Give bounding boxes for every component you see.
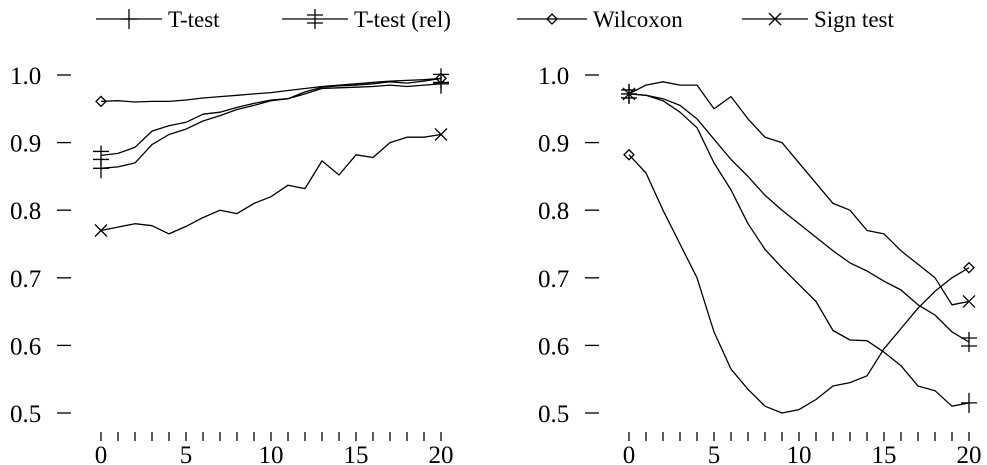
legend-label: Sign test [814,7,894,32]
x-tick-label: 15 [344,442,369,465]
series-line [628,93,970,407]
series-line [100,77,442,103]
series-wilcoxon [623,148,975,414]
y-tick-label: 1.0 [10,63,41,90]
legend-item-t-test-rel: T-test (rel) [282,7,451,32]
x-tick-label: 15 [872,442,897,465]
x-tick-label: 10 [787,442,812,465]
x-axis: 0 5 10 15 20 [623,432,982,465]
x-tick-label: 5 [180,442,193,465]
legend-item-sign-test: Sign test [742,7,894,32]
x-tick-label: 0 [623,442,636,465]
series-end-marker [962,295,976,308]
y-tick-label: 0.7 [538,266,569,293]
series-line [100,83,442,169]
right-plot: 0.5 0.6 0.7 0.8 0.9 1.0 0 5 10 15 20 [538,63,982,465]
series-start-marker [95,95,107,108]
legend-item-t-test: T-test [96,7,220,32]
legend-marker [768,12,782,26]
series-end-marker [961,392,977,413]
y-tick-label: 0.7 [10,266,41,293]
series-sign-test [622,81,976,308]
legend-marker [546,13,558,25]
series-line [628,154,970,414]
series-start-marker [94,224,108,237]
y-tick-label: 1.0 [538,63,569,90]
x-tick-label: 10 [259,442,284,465]
y-tick-label: 0.9 [538,131,569,158]
series-t-test [93,73,449,179]
legend-marker [121,9,137,29]
x-axis: 0 5 10 15 20 [95,432,454,465]
series-start-marker [623,148,635,161]
left-plot: 0.5 0.6 0.7 0.8 0.9 1.0 0 5 10 15 20 [10,63,454,465]
x-tick-label: 5 [708,442,721,465]
y-tick-label: 0.9 [10,131,41,158]
series-line [100,133,442,235]
legend-item-wilcoxon: Wilcoxon [517,7,683,32]
series-line [628,81,970,306]
y-tick-label: 0.8 [538,198,569,225]
legend-marker [307,9,323,29]
y-tick-label: 0.8 [10,198,41,225]
x-tick-label: 20 [957,442,982,465]
series-wilcoxon [95,72,447,108]
legend-label: T-test (rel) [354,7,451,32]
series-t-test-rel [621,83,977,353]
series-sign-test [94,128,448,237]
y-tick-label: 0.6 [538,333,569,360]
series-start-marker [93,145,109,166]
series-end-marker [435,72,447,85]
legend: T-test T-test (rel) Wilcoxon Sign test [96,7,894,32]
y-axis: 0.5 0.6 0.7 0.8 0.9 1.0 [538,63,599,428]
y-tick-label: 0.6 [10,333,41,360]
y-axis: 0.5 0.6 0.7 0.8 0.9 1.0 [10,63,71,428]
legend-label: T-test [168,7,220,32]
y-tick-label: 0.5 [10,401,41,428]
series-t-test-rel [93,68,449,166]
series-line [100,77,442,157]
series-t-test [621,83,977,413]
y-tick-label: 0.5 [538,401,569,428]
series-end-marker [963,261,975,274]
series-line [628,93,970,343]
series-end-marker [433,68,449,89]
x-tick-label: 0 [95,442,108,465]
series-end-marker [434,128,448,141]
series-start-marker [622,87,636,101]
legend-label: Wilcoxon [593,7,683,32]
series-end-marker [961,332,977,353]
x-tick-label: 20 [429,442,454,465]
